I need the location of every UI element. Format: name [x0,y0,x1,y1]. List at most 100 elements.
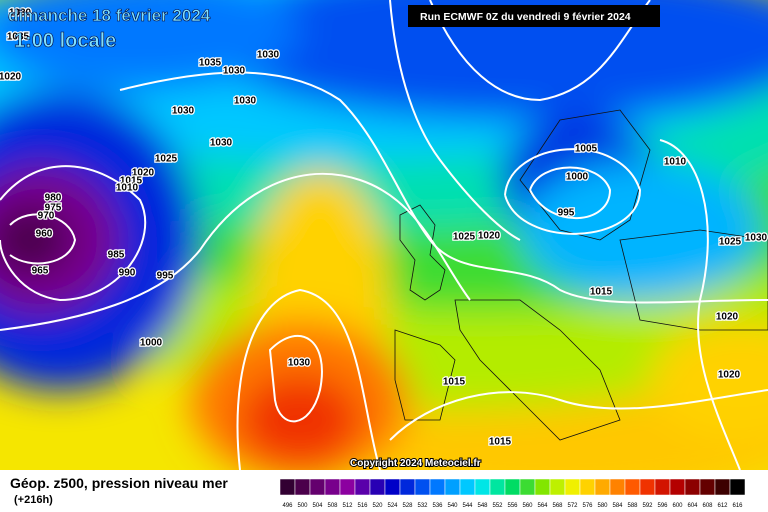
scale-label: 552 [492,503,503,509]
isobar-label: 995 [558,208,575,219]
scale-swatch [339,478,356,496]
scale-swatch [309,478,326,496]
scale-label: 516 [357,503,368,509]
scale-swatch [414,478,431,496]
isobar-label: 985 [108,250,125,261]
isobar-label: 1020 [132,168,155,179]
copyright: Copyright 2024 Meteociel.fr [350,458,481,469]
isobar-label: 1010 [664,157,687,168]
isobar-label: 1005 [575,144,598,155]
scale-label: 532 [417,503,428,509]
isobar-label: 1000 [140,338,163,349]
isobar-label: 1010 [116,183,139,194]
isobar-label: 1030 [745,233,768,244]
isobar-label: 1020 [718,370,741,381]
run-box [408,5,660,27]
scale-swatch [579,478,596,496]
scale-swatch [459,478,476,496]
isobar-label: 1030 [9,8,32,19]
scale-label: 600 [672,503,683,509]
scale-label: 608 [702,503,713,509]
isobar-labels: 1030103510301030103010301025102010151010… [0,6,768,449]
isobar-label: 1015 [489,437,512,448]
scale-swatch [369,478,386,496]
scale-label: 576 [582,503,593,509]
isobar-label: 1030 [223,66,246,77]
scale-label: 524 [387,503,398,509]
scale-swatch [324,478,341,496]
isobar-label: 1025 [453,232,476,243]
scale-swatch [564,478,581,496]
scale-label: 508 [327,503,338,509]
isobar-label: 980 [45,193,62,204]
scale-swatch [624,478,641,496]
scale-swatch [654,478,671,496]
scale-swatch [489,478,506,496]
isobar-label: 1030 [210,138,233,149]
scale-label: 592 [642,503,653,509]
color-scale: 496 500 504 508 512 516 520 524 528 532 536 540 544 5… [279,478,746,509]
scale-swatch [684,478,701,496]
isobar-label: 1020 [0,72,22,83]
isobar-label: 975 [45,203,62,214]
scale-label: 616 [732,503,743,509]
scale-label: 564 [537,503,548,509]
scale-swatch [384,478,401,496]
date-title: dimanche 18 février 2024 [8,6,211,25]
legend-title: Géop. z500, pression niveau mer [10,475,228,491]
isobar-label: 1030 [288,358,311,369]
isobar-label: 1035 [7,32,30,43]
scale-swatch [474,478,491,496]
scale-label: 612 [717,503,728,509]
scale-label: 584 [612,503,623,509]
scale-swatch [594,478,611,496]
scale-swatch [549,478,566,496]
scale-label: 512 [342,503,353,509]
isobar-label: 995 [157,271,174,282]
scale-label: 556 [507,503,518,509]
scale-swatch [429,478,446,496]
isobar-label: 1015 [443,377,466,388]
scale-swatch [279,478,296,496]
scale-label: 496 [282,503,293,509]
scale-label: 504 [312,503,323,509]
isobar-label: 1025 [155,154,178,165]
scale-swatch [534,478,551,496]
scale-swatch [639,478,656,496]
scale-label: 540 [447,503,458,509]
scale-swatch [714,478,731,496]
isobar-label: 1000 [566,172,589,183]
isobar-label: 1030 [172,106,195,117]
isobar-label: 1020 [716,312,739,323]
isobar-label: 1015 [590,287,613,298]
scale-swatch [444,478,461,496]
scale-label: 544 [462,503,473,509]
legend-lead: (+216h) [14,494,53,506]
isobar-label: 1025 [719,237,742,248]
isobar-label: 1015 [120,176,143,187]
scale-label: 604 [687,503,698,509]
scale-swatch [399,478,416,496]
isobar-label: 990 [119,268,136,279]
isobar-label: 970 [38,211,55,222]
scale-swatch [504,478,521,496]
scale-label: 588 [627,503,638,509]
scale-swatch [519,478,536,496]
scale-label: 568 [552,503,563,509]
scale-label: 500 [297,503,308,509]
scale-label: 596 [657,503,668,509]
scale-swatch [669,478,686,496]
isobar-label: 960 [36,229,53,240]
map-field: 1030103510301030103010301025102010151010… [0,0,768,470]
scale-label: 580 [597,503,608,509]
scale-label: 572 [567,503,578,509]
run-info: Run ECMWF 0Z du vendredi 9 février 2024 [420,11,631,23]
scale-label: 536 [432,503,443,509]
isobar-label: 1030 [257,50,280,61]
scale-label: 520 [372,503,383,509]
scale-swatch [699,478,716,496]
scale-label: 528 [402,503,413,509]
scale-swatch [609,478,626,496]
isobar-label: 1020 [478,231,501,242]
